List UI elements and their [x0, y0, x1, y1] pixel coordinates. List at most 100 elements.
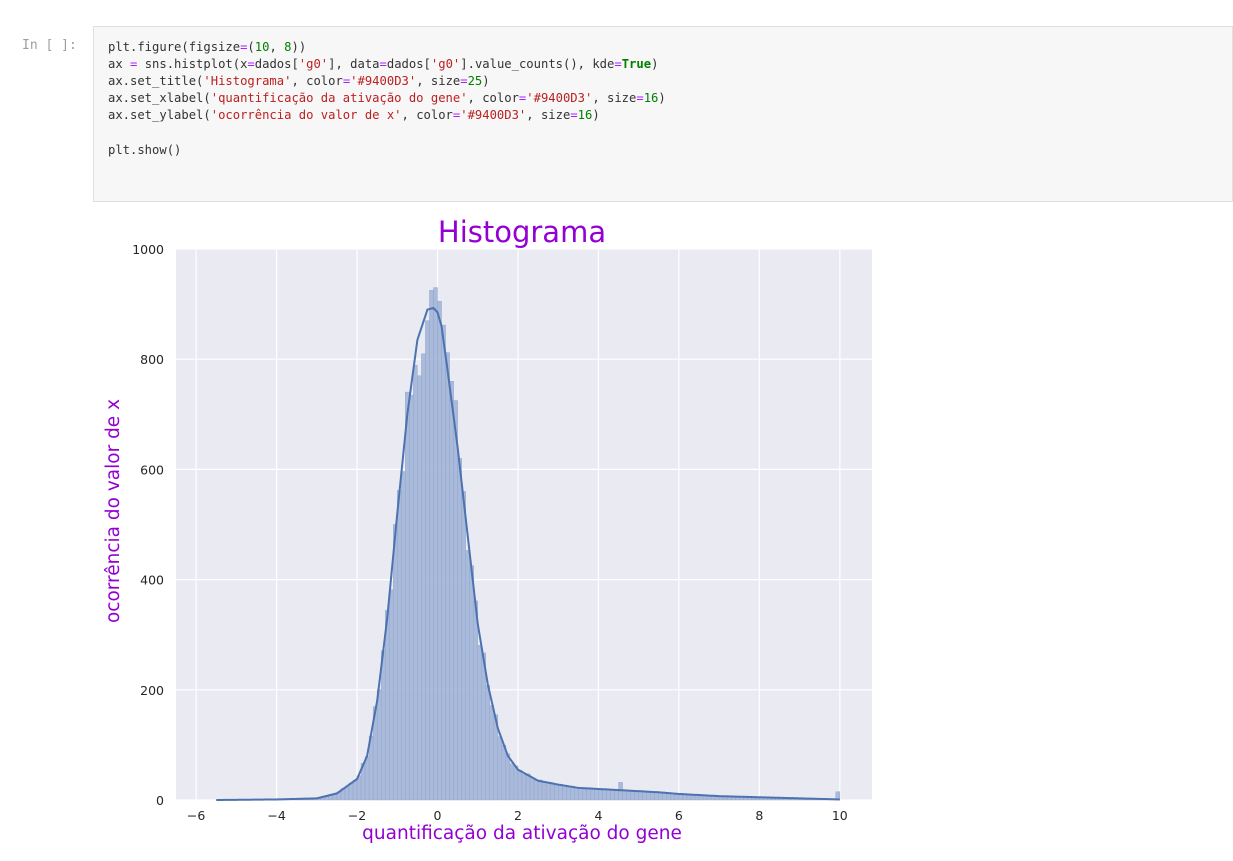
code-token: dados[: [254, 57, 299, 72]
x-axis-label: quantificação da ativação do gene: [362, 823, 682, 844]
histogram-bar: [497, 736, 503, 801]
histogram-bar: [453, 400, 458, 801]
code-line: plt.show(): [108, 142, 666, 159]
code-token: =: [636, 91, 644, 106]
y-tick-label: 800: [140, 352, 164, 367]
histogram-bar: [541, 782, 547, 801]
histogram-bar: [477, 645, 482, 801]
code-token: 10: [254, 40, 270, 54]
histogram-bar: [417, 375, 422, 801]
x-tick-label: −4: [267, 808, 285, 823]
code-token: =: [460, 74, 468, 89]
code-token: ): [482, 74, 490, 89]
histogram-bar: [533, 780, 539, 801]
code-token: 'g0': [430, 57, 461, 72]
cell-prompt: In [ ]:: [22, 38, 77, 53]
code-token: , color: [291, 74, 343, 89]
histogram-bar: [441, 324, 446, 801]
histogram-bar: [549, 782, 555, 801]
histogram-bar: [598, 789, 603, 801]
histogram-bar: [570, 785, 575, 801]
chart-title: Histograma: [438, 215, 606, 249]
kde-line: [216, 306, 840, 801]
code-token: =: [379, 57, 387, 72]
y-tick-label: 1000: [132, 242, 164, 257]
histogram-bars: [248, 287, 841, 801]
histogram-bar: [509, 763, 515, 801]
histogram-bar: [505, 753, 511, 801]
histogram-bar: [638, 790, 643, 801]
histogram-bar: [582, 787, 587, 801]
histogram-bar: [654, 792, 659, 801]
histogram-bar: [473, 600, 478, 801]
histogram-bar: [393, 524, 398, 801]
x-tick-label: 4: [594, 808, 602, 823]
histogram-chart: 0 200 400 600 800 1000 −6 −4 −2 0 2 4 6 8 10 Histogra…: [103, 215, 872, 844]
y-axis-label: ocorrência do valor de x: [103, 399, 124, 623]
histogram-bar: [429, 290, 434, 801]
code-token: '#9400D3': [460, 108, 527, 123]
histogram-bar: [513, 765, 519, 801]
code-line: ax = sns.histplot(x=dados['g0'], data=da…: [108, 56, 666, 73]
histogram-bar: [364, 756, 370, 801]
code-line: [108, 124, 666, 141]
code-token: , size: [416, 74, 461, 89]
code-token: True: [621, 57, 652, 72]
histogram-bar: [622, 790, 627, 801]
histogram-bar: [457, 458, 462, 801]
code-token: dados[: [386, 57, 431, 72]
code-token: ax.set_xlabel(: [108, 91, 211, 106]
x-tick-label: −6: [187, 808, 205, 823]
histogram-bar: [517, 770, 523, 801]
histogram-bar: [562, 785, 567, 801]
code-token: 16: [577, 108, 593, 123]
histogram-bar: [469, 565, 474, 801]
code-token: ): [651, 57, 659, 72]
histogram-bar: [634, 790, 639, 801]
code-token: ], data: [328, 57, 380, 72]
code-line: ax.set_title('Histograma', color='#9400D…: [108, 73, 666, 90]
y-tick-label: 400: [140, 573, 164, 588]
histogram-bar: [465, 550, 470, 801]
histogram-bar: [433, 287, 438, 801]
code-token: ): [592, 108, 600, 123]
histogram-bar: [445, 352, 450, 801]
code-token: , color: [401, 108, 453, 123]
code-token: ): [658, 91, 666, 106]
code-token: plt.show(): [108, 142, 182, 157]
histogram-bar: [489, 705, 495, 801]
histogram-bar: [594, 788, 599, 801]
histogram-bar: [662, 792, 668, 801]
histogram-bar: [425, 320, 430, 801]
code-token: 'Histograma': [203, 74, 292, 89]
histogram-bar: [380, 650, 386, 801]
code-token: =: [518, 91, 527, 106]
code-token: plt.figure(figsize: [108, 40, 241, 54]
histogram-bar: [642, 791, 647, 801]
x-tick-label: 6: [675, 808, 683, 823]
code-token: =: [240, 40, 248, 54]
histogram-bar: [352, 779, 358, 801]
code-token: 16: [643, 91, 659, 106]
histogram-bar: [449, 381, 454, 801]
code-token: =: [247, 57, 255, 72]
code-token: '#9400D3': [350, 74, 417, 89]
x-tick-label: 8: [755, 808, 763, 823]
histogram-bar: [610, 789, 615, 801]
histogram-bar: [578, 788, 583, 801]
histogram-bar: [413, 364, 418, 801]
histogram-bar: [405, 391, 410, 801]
code-token: ax: [108, 57, 131, 72]
code-editor[interactable]: plt.figure(figsize=(10, 8)) ax = sns.hist…: [108, 39, 666, 159]
x-tick-label: −2: [348, 808, 366, 823]
code-token: sns.histplot(x: [137, 57, 248, 72]
histogram-bar: [397, 490, 402, 801]
histogram-bar: [529, 777, 535, 801]
code-token: ax.set_ylabel(: [108, 108, 211, 123]
code-cell[interactable]: plt.figure(figsize=(10, 8)) ax = sns.hist…: [93, 26, 1233, 202]
x-ticks: −6 −4 −2 0 2 4 6 8 10: [187, 808, 848, 823]
histogram-bar: [574, 787, 579, 801]
code-token: , size: [592, 91, 637, 106]
code-line: ax.set_ylabel('ocorrência do valor de x'…: [108, 107, 666, 124]
histogram-bar: [481, 652, 486, 801]
